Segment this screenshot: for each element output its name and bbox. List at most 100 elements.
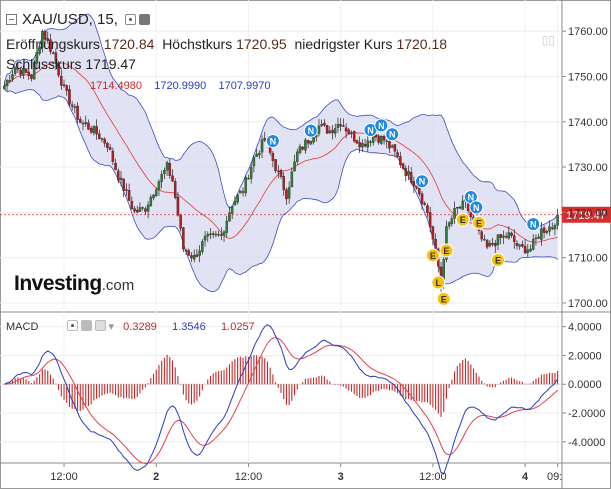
candle-body-146 xyxy=(399,156,402,165)
macd-gear-icon[interactable] xyxy=(81,320,93,331)
candle-body-119 xyxy=(325,125,329,134)
candle-body-182 xyxy=(496,234,500,246)
candle-body-120 xyxy=(328,130,332,134)
maximize-icon[interactable]: ▯▯ xyxy=(541,33,555,47)
candle-body-100 xyxy=(274,159,277,171)
event-marker-label-1: N xyxy=(308,126,315,136)
candle-body-110 xyxy=(301,146,304,150)
price-tick-label-1: 1750.00 xyxy=(568,71,608,83)
candle-body-103 xyxy=(282,175,285,190)
event-marker-label-11: N xyxy=(468,193,475,203)
candle-body-133 xyxy=(363,144,367,147)
candle-body-45 xyxy=(125,189,128,191)
candles-group xyxy=(3,29,559,292)
candle-body-151 xyxy=(412,181,416,187)
candle-body-5 xyxy=(16,68,20,70)
candle-body-104 xyxy=(285,189,288,200)
macd-tick-label-3: -2.0000 xyxy=(568,408,605,420)
candle-body-58 xyxy=(160,174,163,182)
time-tick-label-2: 12:00 xyxy=(235,471,263,483)
collapse-icon[interactable] xyxy=(6,14,17,25)
time-tick-label-1: 2 xyxy=(153,471,159,483)
candle-body-176 xyxy=(480,231,483,240)
candle-body-157 xyxy=(428,212,432,228)
macd-main-line xyxy=(4,324,559,475)
candle-body-38 xyxy=(106,143,109,149)
candle-body-8 xyxy=(24,68,28,73)
candle-body-126 xyxy=(344,127,348,132)
candle-body-153 xyxy=(418,187,421,195)
candle-body-82 xyxy=(225,220,229,233)
candle-body-89 xyxy=(244,177,247,194)
candle-body-154 xyxy=(420,193,424,204)
candle-body-14 xyxy=(41,31,44,48)
candle-body-84 xyxy=(230,205,234,214)
candle-body-17 xyxy=(49,39,52,52)
price-tick-label-6: 1700.00 xyxy=(568,298,608,310)
candle-body-178 xyxy=(485,240,489,248)
candle-body-59 xyxy=(163,169,166,174)
candle-body-67 xyxy=(184,249,188,252)
close-row: Schlusskurs 1719.47 xyxy=(6,56,136,72)
candle-body-121 xyxy=(331,129,334,134)
candle-body-19 xyxy=(54,52,58,64)
candle-body-113 xyxy=(309,140,313,145)
event-marker-label-0: N xyxy=(270,137,277,147)
candle-body-41 xyxy=(114,162,117,170)
candle-body-199 xyxy=(542,227,546,233)
candle-body-40 xyxy=(111,150,115,162)
gear-icon[interactable] xyxy=(139,14,151,25)
candle-body-37 xyxy=(103,138,106,144)
candle-body-141 xyxy=(385,140,389,143)
macd-menu-icon[interactable]: ▾ xyxy=(108,321,114,333)
price-tick-label-2: 1740.00 xyxy=(568,117,608,129)
candle-body-122 xyxy=(333,128,337,134)
event-marker-12 xyxy=(469,200,484,215)
candle-body-92 xyxy=(252,156,256,167)
macd-close-icon[interactable] xyxy=(95,320,107,331)
candle-body-64 xyxy=(176,196,180,216)
candle-body-106 xyxy=(290,171,294,188)
event-marker-label-15: N xyxy=(530,220,537,230)
macd-tick-label-0: 4.0000 xyxy=(568,322,602,334)
macd-value-1: 0.3289 xyxy=(123,321,157,333)
open-value: 1720.84 xyxy=(103,36,155,52)
macd-eye-icon[interactable] xyxy=(67,320,79,331)
candle-body-25 xyxy=(70,104,74,107)
candle-body-124 xyxy=(339,124,342,127)
candle-body-132 xyxy=(361,143,364,148)
candle-body-198 xyxy=(540,228,543,240)
candle-body-131 xyxy=(358,142,361,148)
candle-body-127 xyxy=(347,129,351,135)
event-marker-label-14: E xyxy=(495,256,501,266)
candle-body-20 xyxy=(57,63,60,76)
candle-body-195 xyxy=(531,239,535,250)
time-tick-label-4: 12:00 xyxy=(419,471,447,483)
candle-body-184 xyxy=(502,235,505,238)
candle-body-52 xyxy=(144,208,147,212)
candle-body-32 xyxy=(89,128,93,133)
bollinger-band-fill xyxy=(4,14,558,292)
candle-body-145 xyxy=(396,152,399,157)
bb-value-3: 1707.9970 xyxy=(218,80,271,92)
candle-body-159 xyxy=(434,238,437,250)
candle-body-34 xyxy=(95,126,98,135)
candle-body-180 xyxy=(491,242,494,245)
close-value: 1719.47 xyxy=(85,56,136,72)
candle-body-66 xyxy=(182,227,185,250)
eye-icon[interactable] xyxy=(125,14,137,25)
candle-body-165 xyxy=(450,218,454,224)
candle-body-29 xyxy=(81,122,85,125)
candle-body-167 xyxy=(456,206,459,209)
candle-body-108 xyxy=(296,151,299,162)
candle-body-43 xyxy=(119,177,123,180)
event-marker-7 xyxy=(431,275,446,290)
candle-body-137 xyxy=(374,134,378,138)
candle-body-107 xyxy=(293,161,296,172)
candle-body-156 xyxy=(426,205,429,214)
event-marker-label-2: N xyxy=(367,126,374,136)
candle-body-26 xyxy=(73,106,77,108)
high-value: 1720.95 xyxy=(236,36,287,52)
event-marker-13 xyxy=(471,215,486,230)
candle-body-105 xyxy=(287,187,291,199)
